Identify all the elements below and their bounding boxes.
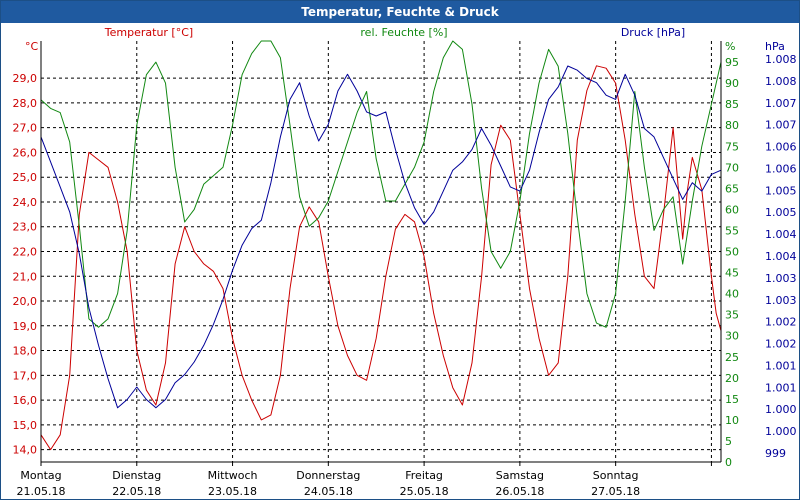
day-name-label: Freitag <box>405 469 443 482</box>
chart-labels: 14,0 15,0 16,0 17,0 18,0 19,0 20,0 21,0 22,0 23,0… <box>13 26 797 498</box>
day-name-label: Mittwoch <box>208 469 258 482</box>
humidity-tick-label: 30 <box>725 330 739 343</box>
pressure-tick-label: 1.001 <box>765 381 797 394</box>
humidity-unit: % <box>725 40 735 53</box>
temperature-tick-label: 15,0 <box>13 419 38 432</box>
pressure-tick-label: 1.001 <box>765 359 797 372</box>
humidity-tick-label: 90 <box>725 77 739 90</box>
humidity-tick-label: 40 <box>725 288 739 301</box>
temperature-tick-label: 29,0 <box>13 72 38 85</box>
pressure-tick-label: 1.006 <box>765 141 797 154</box>
humidity-tick-label: 85 <box>725 98 739 111</box>
temperature-tick-label: 16,0 <box>13 394 38 407</box>
temperature-tick-label: 25,0 <box>13 171 38 184</box>
pressure-tick-label: 1.004 <box>765 228 797 241</box>
humidity-tick-label: 20 <box>725 372 739 385</box>
pressure-tick-label: 1.008 <box>765 75 797 88</box>
pressure-tick-label: 1.000 <box>765 425 797 438</box>
humidity-tick-label: 80 <box>725 119 739 132</box>
day-name-label: Donnerstag <box>296 469 360 482</box>
humidity-tick-label: 15 <box>725 393 739 406</box>
day-name-label: Sonntag <box>593 469 639 482</box>
series-line-pressure <box>40 65 722 409</box>
day-date-label: 25.05.18 <box>400 485 449 498</box>
humidity-tick-label: 10 <box>725 414 739 427</box>
humidity-tick-label: 70 <box>725 161 739 174</box>
temperature-unit: °C <box>25 40 39 53</box>
pressure-tick-label: 1.007 <box>765 97 797 110</box>
pressure-axis-label: Druck [hPa] <box>621 26 685 39</box>
chart-grid <box>41 41 721 462</box>
temperature-tick-label: 28,0 <box>13 97 38 110</box>
temperature-axis-label: Temperatur [°C] <box>104 26 193 39</box>
humidity-tick-label: 55 <box>725 224 739 237</box>
humidity-axis-label: rel. Feuchte [%] <box>360 26 447 39</box>
pressure-tick-label: 1.003 <box>765 294 797 307</box>
temperature-tick-label: 18,0 <box>13 345 38 358</box>
pressure-tick-label: 1.005 <box>765 184 797 197</box>
pressure-tick-label: 1.007 <box>765 119 797 132</box>
day-date-label: 24.05.18 <box>304 485 353 498</box>
temperature-tick-label: 17,0 <box>13 369 38 382</box>
pressure-tick-label: 1.008 <box>765 53 797 66</box>
humidity-tick-label: 60 <box>725 203 739 216</box>
pressure-unit: hPa <box>765 40 785 53</box>
pressure-tick-label: 1.005 <box>765 206 797 219</box>
day-name-label: Samstag <box>496 469 544 482</box>
temperature-tick-label: 22,0 <box>13 246 38 259</box>
temperature-tick-label: 21,0 <box>13 270 38 283</box>
temperature-tick-label: 27,0 <box>13 122 38 135</box>
temperature-tick-label: 24,0 <box>13 196 38 209</box>
humidity-tick-label: 5 <box>725 435 732 448</box>
day-date-label: 21.05.18 <box>17 485 66 498</box>
pressure-tick-label: 1.006 <box>765 162 797 175</box>
temperature-tick-label: 19,0 <box>13 320 38 333</box>
humidity-tick-label: 75 <box>725 140 739 153</box>
pressure-tick-label: 1.002 <box>765 316 797 329</box>
pressure-tick-label: 1.003 <box>765 272 797 285</box>
series-line-humidity <box>40 40 722 328</box>
humidity-tick-label: 50 <box>725 246 739 259</box>
chart-axes <box>40 41 722 466</box>
temperature-tick-label: 23,0 <box>13 221 38 234</box>
day-date-label: 26.05.18 <box>495 485 544 498</box>
humidity-tick-label: 95 <box>725 56 739 69</box>
temperature-tick-label: 20,0 <box>13 295 38 308</box>
pressure-tick-label: 1.004 <box>765 250 797 263</box>
day-name-label: Montag <box>20 469 61 482</box>
humidity-tick-label: 65 <box>725 182 739 195</box>
pressure-tick-label: 1.000 <box>765 403 797 416</box>
humidity-tick-label: 0 <box>725 456 732 469</box>
day-name-label: Dienstag <box>112 469 161 482</box>
window-title: Temperatur, Feuchte & Druck <box>1 1 799 23</box>
day-date-label: 23.05.18 <box>208 485 257 498</box>
humidity-tick-label: 25 <box>725 351 739 364</box>
humidity-tick-label: 35 <box>725 309 739 322</box>
day-date-label: 27.05.18 <box>591 485 640 498</box>
day-date-label: 22.05.18 <box>112 485 161 498</box>
series-line-temperature <box>40 65 722 451</box>
chart-series <box>40 40 722 451</box>
temperature-tick-label: 26,0 <box>13 146 38 159</box>
pressure-tick-label: 999 <box>765 447 786 460</box>
temperature-tick-label: 14,0 <box>13 444 38 457</box>
pressure-tick-label: 1.002 <box>765 338 797 351</box>
humidity-tick-label: 45 <box>725 267 739 280</box>
